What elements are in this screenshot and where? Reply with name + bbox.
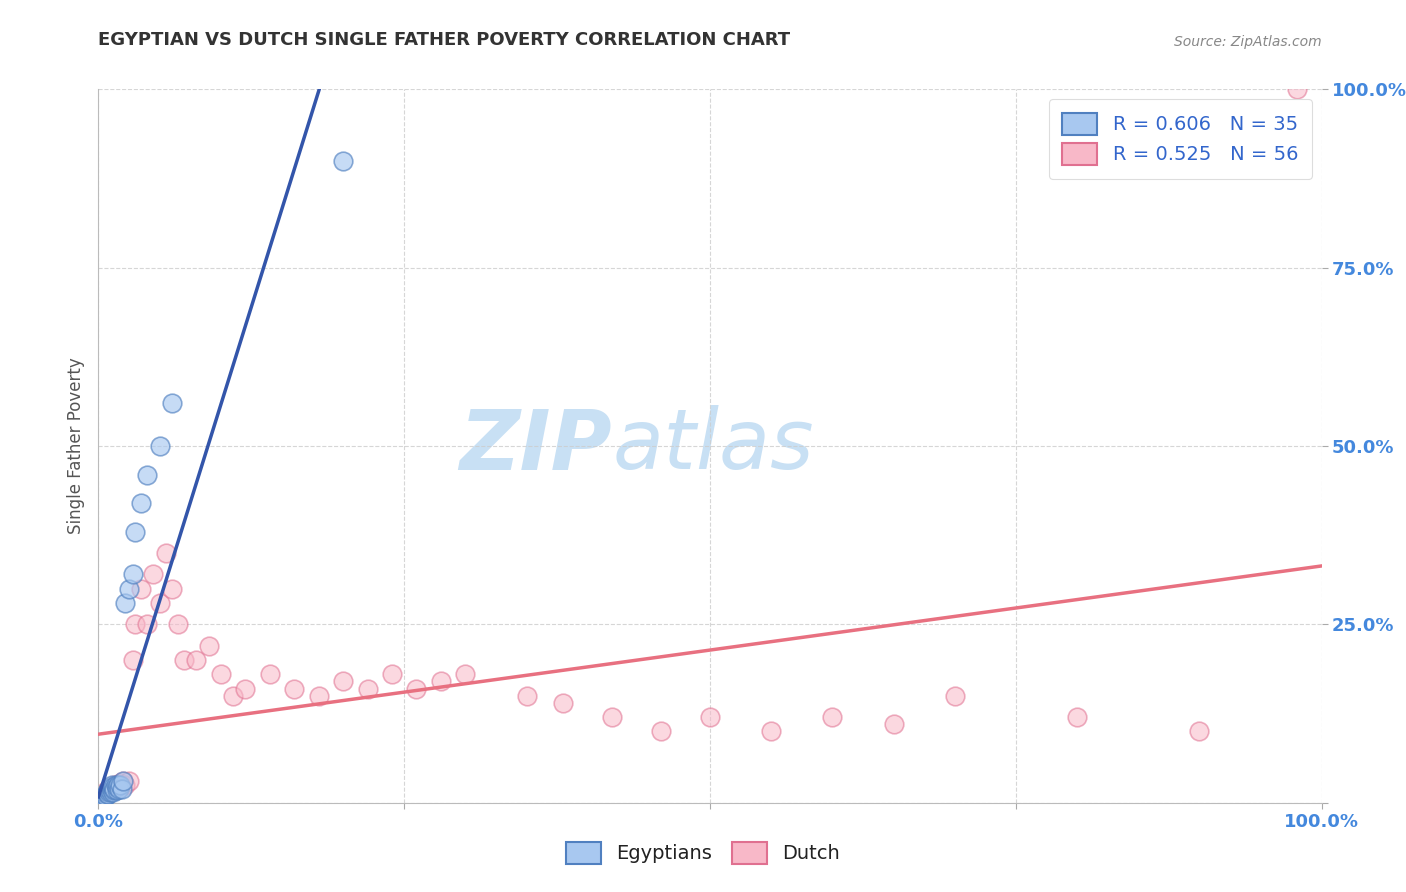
Point [107,778,129,792]
Point [98,781,121,796]
Point [100,783,122,797]
Point [111,778,134,792]
Point [600,710,623,724]
Legend: R = 0.606   N = 35, R = 0.525   N = 56: R = 0.606 N = 35, R = 0.525 N = 56 [1049,99,1312,178]
Point [136,617,159,632]
Point [103,778,125,792]
Point [110,776,132,790]
Point [356,681,378,696]
Point [167,617,190,632]
Point [1188,724,1211,739]
Point [100,785,122,799]
Point [103,781,125,796]
Point [173,653,195,667]
Text: EGYPTIAN VS DUTCH SINGLE FATHER POVERTY CORRELATION CHART: EGYPTIAN VS DUTCH SINGLE FATHER POVERTY … [98,31,790,49]
Point [308,689,330,703]
Point [104,778,127,792]
Point [118,774,141,789]
Point [160,582,183,596]
Point [107,778,129,792]
Point [91,792,114,806]
Point [129,582,152,596]
Point [197,639,219,653]
Point [93,789,115,803]
Point [96,787,118,801]
Point [121,567,143,582]
Point [259,667,281,681]
Point [332,153,354,168]
Text: ZIP: ZIP [460,406,612,486]
Point [124,524,146,539]
Point [104,780,127,794]
Point [105,781,128,796]
Point [149,596,172,610]
Point [108,780,131,794]
Point [381,667,404,681]
Point [114,596,136,610]
Point [1066,710,1088,724]
Point [129,496,152,510]
Point [883,717,905,731]
Point [553,696,575,710]
Point [160,396,183,410]
Point [111,774,134,789]
Point [761,724,783,739]
Point [430,674,453,689]
Point [209,667,232,681]
Point [97,783,120,797]
Point [94,785,117,799]
Point [186,653,208,667]
Point [114,778,136,792]
Text: atlas: atlas [612,406,814,486]
Point [103,783,125,797]
Point [97,785,120,799]
Point [405,681,427,696]
Point [101,780,124,794]
Point [91,789,114,803]
Point [98,785,121,799]
Point [96,785,118,799]
Point [515,689,537,703]
Point [111,774,134,789]
Point [136,467,159,482]
Point [332,674,354,689]
Point [101,785,124,799]
Text: Source: ZipAtlas.com: Source: ZipAtlas.com [1174,35,1322,49]
Point [454,667,477,681]
Point [101,780,124,794]
Point [142,567,165,582]
Point [124,617,146,632]
Point [91,790,114,805]
Point [155,546,177,560]
Point [101,783,124,797]
Point [110,778,132,792]
Point [118,582,141,596]
Point [650,724,672,739]
Point [111,781,134,796]
Legend: Egyptians, Dutch: Egyptians, Dutch [553,828,853,878]
Point [699,710,721,724]
Point [100,780,122,794]
Point [108,781,131,796]
Point [233,681,256,696]
Point [943,689,966,703]
Point [94,789,117,803]
Point [98,781,121,796]
Point [101,781,124,796]
Point [101,778,124,792]
Point [821,710,844,724]
Point [222,689,245,703]
Point [93,787,115,801]
Y-axis label: Single Father Poverty: Single Father Poverty [66,358,84,534]
Point [149,439,172,453]
Point [105,780,128,794]
Point [96,783,118,797]
Point [105,783,128,797]
Point [97,787,120,801]
Point [1286,82,1309,96]
Point [283,681,305,696]
Point [121,653,143,667]
Point [91,790,114,805]
